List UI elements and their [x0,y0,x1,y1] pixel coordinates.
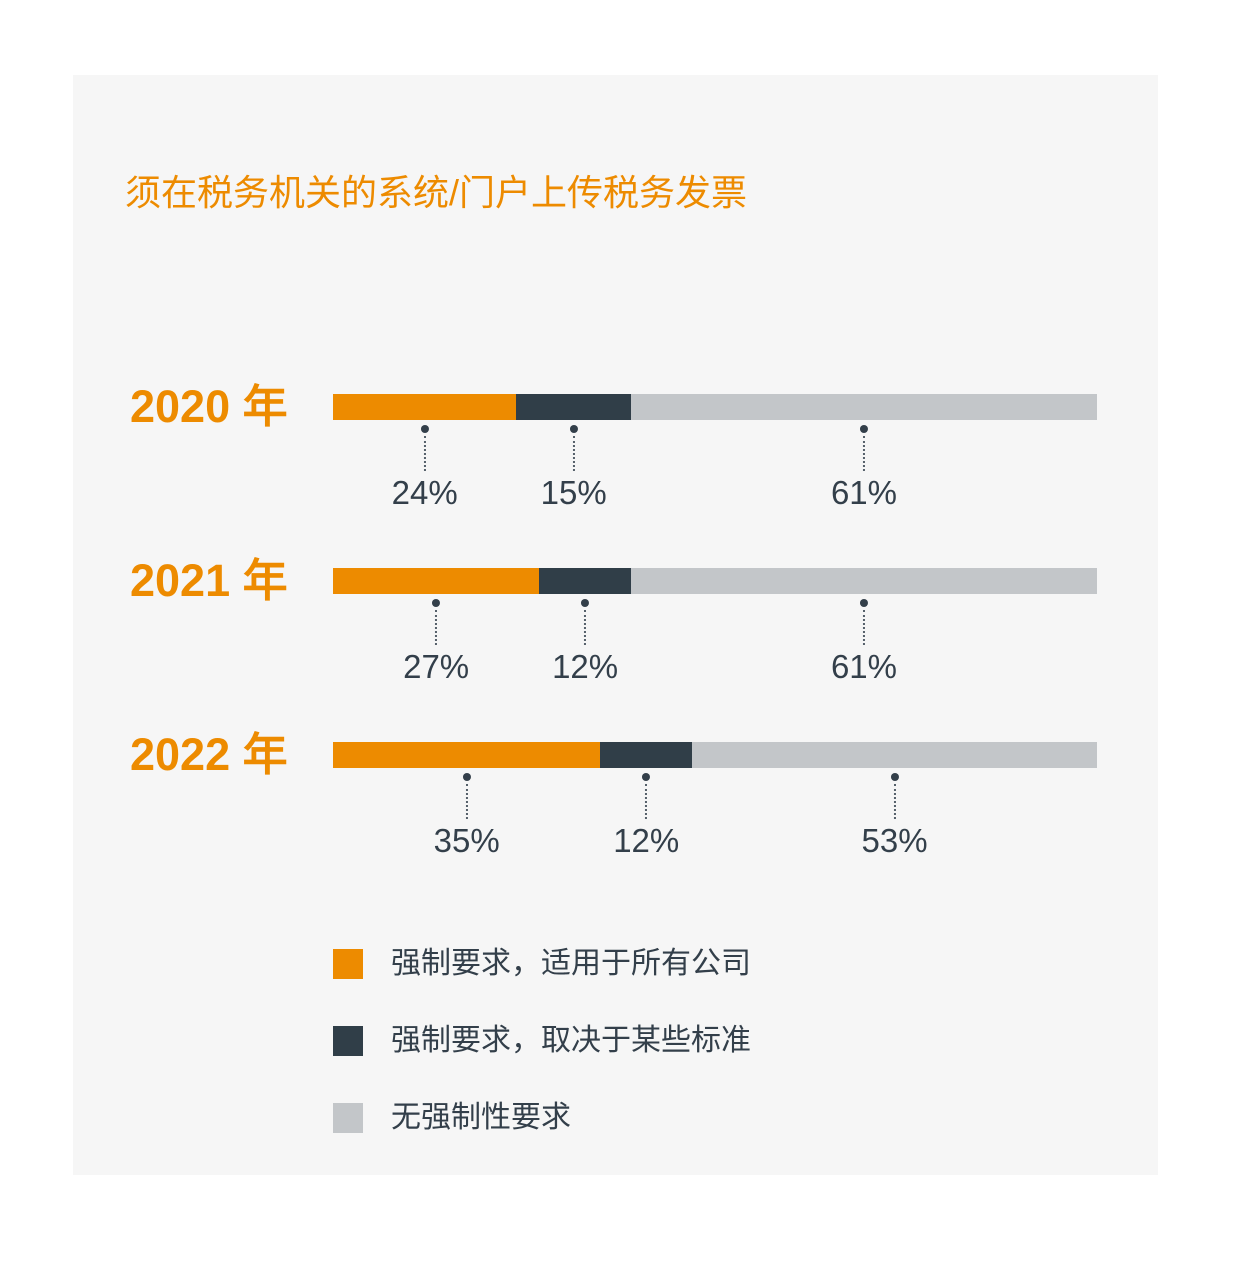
callout-dotted-line [862,610,865,645]
callout-dot [462,773,471,781]
chart-row: 2021 年 27% 12% 61% [125,555,1097,742]
bar-chart: 2020 年 24% 15% 61% 2021 年 27% 12% 61% 2022 年 35% 1… [125,381,1097,916]
year-label: 2021 年 [130,555,288,606]
value-label: 24% [391,474,458,511]
value-label: 12% [552,648,619,685]
callout-dot [642,773,651,781]
callout-dotted-line [893,784,896,819]
legend-label: 无强制性要求 [391,1101,571,1134]
stacked-bar [333,742,1097,768]
bar-segment [539,568,631,594]
callout-dot [420,425,429,433]
value-label: 12% [613,822,680,859]
bar-segment [333,742,601,768]
value-label: 27% [403,648,470,685]
bar-segment [516,394,631,420]
callout-dotted-line [862,436,865,471]
legend-item: 无强制性要求 [333,1101,751,1135]
legend-swatch [333,949,363,979]
legend-label: 强制要求，取决于某些标准 [391,1024,751,1057]
value-callout: 61% [831,594,897,686]
bar-segment [333,568,540,594]
value-label: 35% [433,822,500,859]
callout-dotted-line [645,784,648,819]
callout-dotted-line [465,784,468,819]
legend-item: 强制要求，取决于某些标准 [333,1024,751,1058]
year-label: 2022 年 [130,729,288,780]
callout-dot [432,599,441,607]
chart-row: 2020 年 24% 15% 61% [125,381,1097,568]
bar-segment [630,568,1097,594]
stacked-bar [333,568,1097,594]
chart-title: 须在税务机关的系统/门户上传税务发票 [125,172,748,213]
bar-area: 27% 12% 61% [333,568,1097,685]
callout-dotted-line [435,610,438,645]
value-label: 53% [861,822,928,859]
callout-dot [859,425,868,433]
bar-segment [692,742,1097,768]
bar-area: 24% 15% 61% [333,394,1097,511]
value-label: 61% [830,648,897,685]
value-callout: 61% [831,420,897,512]
value-callout: 12% [613,768,679,860]
callout-dot [581,599,590,607]
value-callout: 24% [392,420,458,512]
value-callout: 35% [434,768,500,860]
callout-dot [890,773,899,781]
bar-segment [600,742,693,768]
value-callout: 27% [403,594,469,686]
bar-area: 35% 12% 53% [333,742,1097,859]
legend-swatch [333,1026,363,1056]
chart-card: 须在税务机关的系统/门户上传税务发票 2020 年 24% 15% 61% 2021 年… [73,75,1158,1175]
callout-dot [859,599,868,607]
stacked-bar [333,394,1097,420]
callout-dotted-line [572,436,575,471]
value-label: 15% [540,474,607,511]
callout-dotted-line [423,436,426,471]
year-label: 2020 年 [130,381,288,432]
bar-segment [630,394,1097,420]
legend-item: 强制要求，适用于所有公司 [333,947,751,981]
chart-row: 2022 年 35% 12% 53% [125,729,1097,916]
callout-dot [569,425,578,433]
legend-label: 强制要求，适用于所有公司 [391,947,751,980]
value-callout: 12% [552,594,618,686]
legend-swatch [333,1103,363,1133]
value-label: 61% [830,474,897,511]
chart-legend: 强制要求，适用于所有公司 强制要求，取决于某些标准 无强制性要求 [333,947,751,1135]
callout-dotted-line [584,610,587,645]
value-callout: 15% [541,420,607,512]
bar-segment [333,394,517,420]
value-callout: 53% [862,768,928,860]
